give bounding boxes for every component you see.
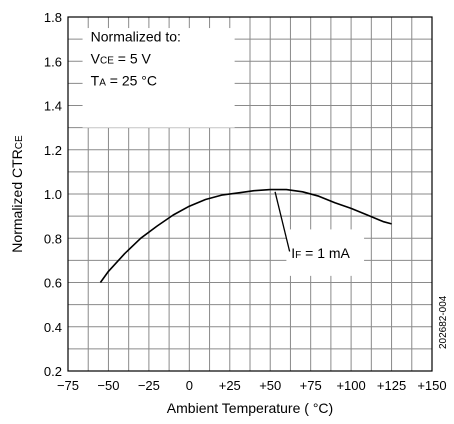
x-tick-label: +50 bbox=[259, 378, 281, 393]
y-tick-labels: 0.2 0.4 0.6 0.8 1.0 1.2 1.4 1.6 1.8 bbox=[44, 10, 62, 379]
series-label-box bbox=[286, 229, 365, 276]
series-group bbox=[99, 188, 392, 283]
normalization-vce: VCE = 5 V bbox=[91, 50, 152, 66]
x-tick-labels: −75 −50 −25 0 +25 +50 +75 +100 +125 +150 bbox=[57, 378, 447, 393]
y-tick-label: 1.8 bbox=[44, 10, 62, 25]
x-tick-label: 0 bbox=[186, 378, 193, 393]
x-tick-label: +125 bbox=[377, 378, 406, 393]
y-axis-label: Normalized CTRCE bbox=[9, 135, 25, 253]
y-tick-label: 1.4 bbox=[44, 99, 62, 114]
x-tick-label: +100 bbox=[336, 378, 365, 393]
y-tick-label: 0.2 bbox=[44, 364, 62, 379]
y-tick-label: 0.4 bbox=[44, 320, 62, 335]
y-tick-label: 1.2 bbox=[44, 143, 62, 158]
plot-border bbox=[67, 16, 433, 372]
series-label: IF = 1 mA bbox=[291, 245, 350, 261]
x-axis-label: Ambient Temperature ( °C) bbox=[167, 400, 333, 416]
y-tick-label: 0.8 bbox=[44, 231, 62, 246]
figure-id: 202682-004 bbox=[438, 295, 449, 349]
normalization-ta: TA = 25 °C bbox=[91, 73, 157, 89]
x-tick-label: +25 bbox=[219, 378, 241, 393]
y-tick-label: 1.0 bbox=[44, 187, 62, 202]
y-tick-label: 1.6 bbox=[44, 54, 62, 69]
series-label-leader bbox=[274, 191, 291, 252]
x-tick-label: +150 bbox=[417, 378, 446, 393]
x-tick-label: −25 bbox=[138, 378, 160, 393]
y-tick-label: 0.6 bbox=[44, 276, 62, 291]
x-tick-label: −75 bbox=[57, 378, 79, 393]
x-tick-label: −50 bbox=[97, 378, 119, 393]
series-line bbox=[99, 188, 392, 283]
normalization-heading: Normalized to: bbox=[91, 28, 181, 44]
normalization-box bbox=[82, 28, 235, 128]
x-tick-label: +75 bbox=[300, 378, 322, 393]
plot-frame bbox=[67, 16, 433, 372]
